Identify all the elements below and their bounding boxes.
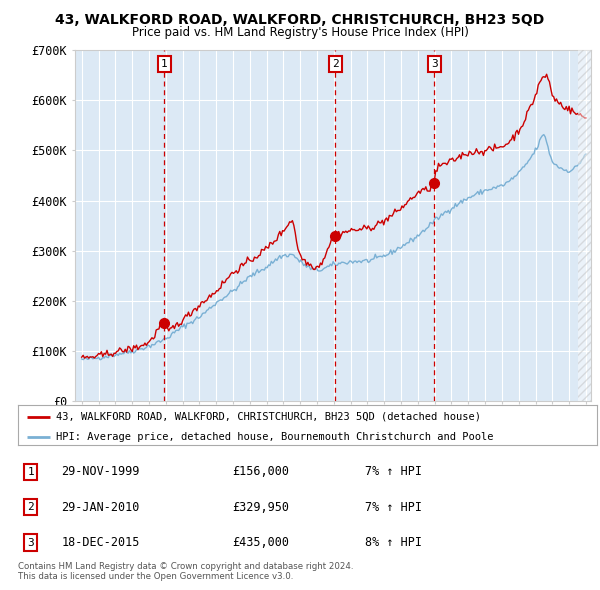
- Text: Contains HM Land Registry data © Crown copyright and database right 2024.: Contains HM Land Registry data © Crown c…: [18, 562, 353, 571]
- Text: 2: 2: [28, 502, 34, 512]
- Text: 1: 1: [161, 59, 168, 69]
- Text: This data is licensed under the Open Government Licence v3.0.: This data is licensed under the Open Gov…: [18, 572, 293, 581]
- Text: Price paid vs. HM Land Registry's House Price Index (HPI): Price paid vs. HM Land Registry's House …: [131, 26, 469, 39]
- Text: £435,000: £435,000: [232, 536, 289, 549]
- Text: 29-JAN-2010: 29-JAN-2010: [61, 500, 140, 513]
- Text: 29-NOV-1999: 29-NOV-1999: [61, 465, 140, 478]
- Text: 8% ↑ HPI: 8% ↑ HPI: [365, 536, 422, 549]
- Text: 3: 3: [431, 59, 437, 69]
- Text: 1: 1: [28, 467, 34, 477]
- Text: 7% ↑ HPI: 7% ↑ HPI: [365, 465, 422, 478]
- Bar: [578, 50, 593, 401]
- Text: 18-DEC-2015: 18-DEC-2015: [61, 536, 140, 549]
- Text: £329,950: £329,950: [232, 500, 289, 513]
- Text: 7% ↑ HPI: 7% ↑ HPI: [365, 500, 422, 513]
- Text: HPI: Average price, detached house, Bournemouth Christchurch and Poole: HPI: Average price, detached house, Bour…: [56, 432, 493, 442]
- Text: 3: 3: [28, 537, 34, 548]
- Text: 2: 2: [332, 59, 338, 69]
- Text: 43, WALKFORD ROAD, WALKFORD, CHRISTCHURCH, BH23 5QD: 43, WALKFORD ROAD, WALKFORD, CHRISTCHURC…: [55, 13, 545, 27]
- Text: £156,000: £156,000: [232, 465, 289, 478]
- Text: 43, WALKFORD ROAD, WALKFORD, CHRISTCHURCH, BH23 5QD (detached house): 43, WALKFORD ROAD, WALKFORD, CHRISTCHURC…: [56, 412, 481, 422]
